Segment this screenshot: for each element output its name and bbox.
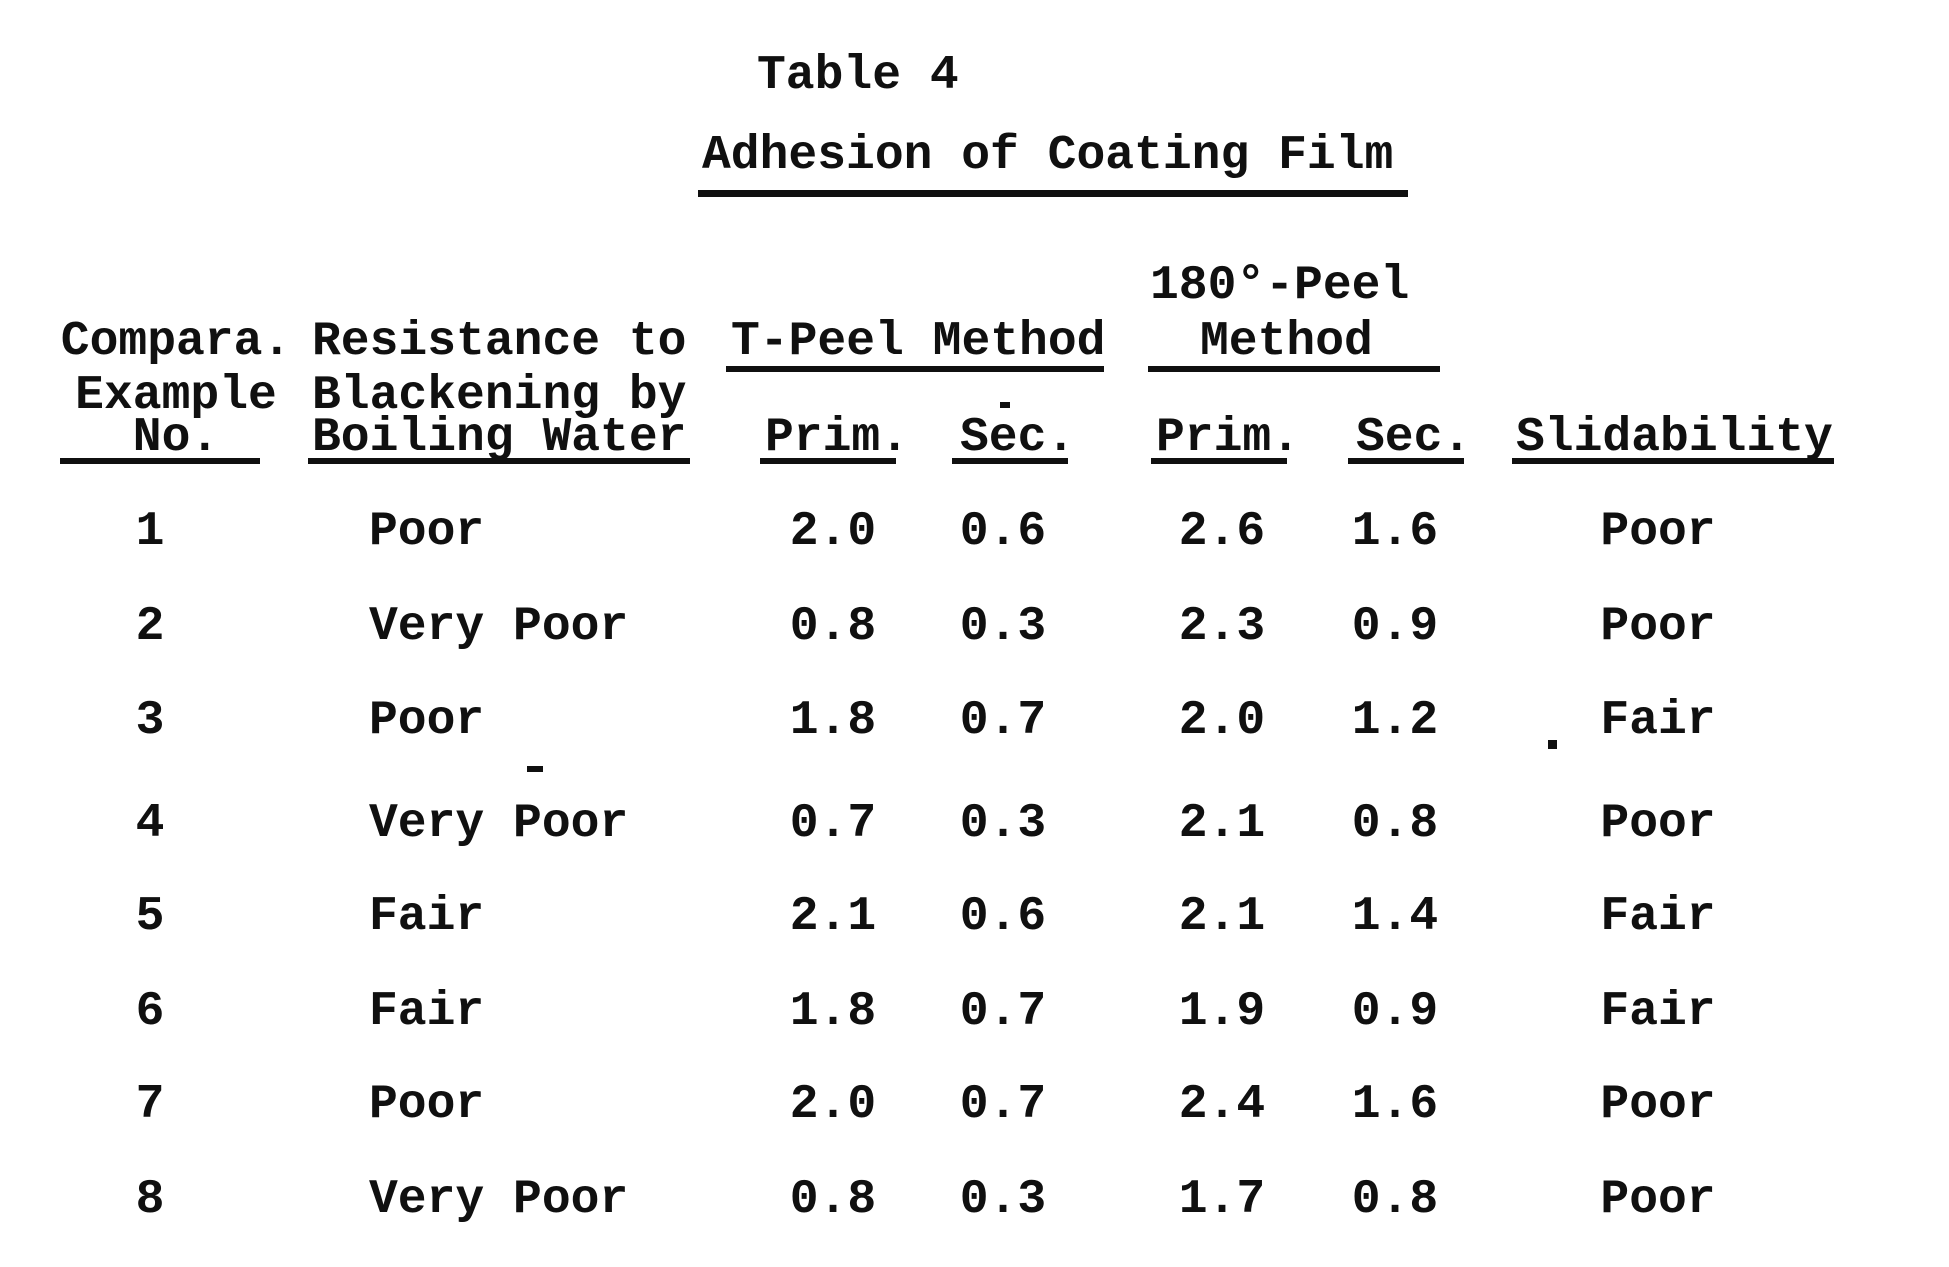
cell-180peel-sec: 0.9	[1351, 600, 1439, 654]
header-slidability: Slidability	[1516, 411, 1833, 465]
cell-180peel-prim: 2.4	[1178, 1078, 1266, 1132]
cell-resistance: Very Poor	[369, 1173, 629, 1227]
cell-180peel-sec: 1.6	[1351, 1078, 1439, 1132]
cell-tpeel-sec: 0.3	[959, 600, 1047, 654]
cell-tpeel-sec: 0.3	[959, 1173, 1047, 1227]
header-180peel-sec: Sec.	[1356, 411, 1472, 465]
scan-speck-row3-dot	[1548, 740, 1557, 749]
cell-resistance: Poor	[369, 505, 485, 559]
header-example-line3: No.	[132, 411, 220, 465]
cell-resistance: Very Poor	[369, 797, 629, 851]
header-180peel-sec-underline	[1348, 458, 1464, 464]
table-row: 3 Poor 1.8 0.7 2.0 1.2 Fair	[0, 697, 1949, 757]
header-resistance-line3: Boiling Water	[312, 411, 687, 465]
cell-slidability: Fair	[1600, 985, 1716, 1039]
header-tpeel-prim: Prim.	[765, 411, 910, 465]
cell-tpeel-prim: 1.8	[789, 694, 877, 748]
cell-180peel-prim: 2.0	[1178, 694, 1266, 748]
cell-tpeel-sec: 0.3	[959, 797, 1047, 851]
subtitle-underline	[698, 190, 1408, 197]
cell-180peel-sec: 1.4	[1351, 890, 1439, 944]
cell-tpeel-sec: 0.7	[959, 985, 1047, 1039]
header-180peel-line1: 180°-Peel	[1150, 259, 1410, 313]
header-tpeel-prim-underline	[760, 458, 896, 464]
cell-tpeel-prim: 2.0	[789, 1078, 877, 1132]
table-row: 4 Very Poor 0.7 0.3 2.1 0.8 Poor	[0, 800, 1949, 860]
cell-180peel-prim: 1.9	[1178, 985, 1266, 1039]
cell-tpeel-sec: 0.6	[959, 505, 1047, 559]
cell-180peel-prim: 2.6	[1178, 505, 1266, 559]
header-example-line2: Example	[75, 369, 277, 423]
cell-180peel-prim: 1.7	[1178, 1173, 1266, 1227]
header-180peel-underline	[1148, 366, 1440, 372]
cell-tpeel-prim: 2.1	[789, 890, 877, 944]
cell-tpeel-sec: 0.7	[959, 694, 1047, 748]
cell-180peel-sec: 0.9	[1351, 985, 1439, 1039]
cell-tpeel-sec: 0.7	[959, 1078, 1047, 1132]
header-resistance-line1: Resistance to	[312, 315, 687, 369]
header-180peel-prim: Prim.	[1156, 411, 1301, 465]
cell-180peel-prim: 2.1	[1178, 890, 1266, 944]
table-row: 5 Fair 2.1 0.6 2.1 1.4 Fair	[0, 893, 1949, 953]
cell-slidability: Fair	[1600, 694, 1716, 748]
cell-slidability: Fair	[1600, 890, 1716, 944]
cell-tpeel-prim: 1.8	[789, 985, 877, 1039]
header-tpeel-group: T-Peel Method	[731, 315, 1106, 369]
table-row: 1 Poor 2.0 0.6 2.6 1.6 Poor	[0, 508, 1949, 568]
cell-resistance: Poor	[369, 694, 485, 748]
cell-slidability: Poor	[1600, 1173, 1716, 1227]
cell-example-no: 7	[135, 1078, 165, 1132]
cell-tpeel-sec: 0.6	[959, 890, 1047, 944]
header-slidability-underline	[1512, 458, 1834, 464]
cell-180peel-prim: 2.3	[1178, 600, 1266, 654]
table-row: 8 Very Poor 0.8 0.3 1.7 0.8 Poor	[0, 1176, 1949, 1236]
cell-resistance: Very Poor	[369, 600, 629, 654]
cell-180peel-sec: 1.2	[1351, 694, 1439, 748]
cell-example-no: 6	[135, 985, 165, 1039]
cell-tpeel-prim: 2.0	[789, 505, 877, 559]
cell-example-no: 2	[135, 600, 165, 654]
header-180peel-line2: Method	[1200, 315, 1373, 369]
header-180peel-prim-underline	[1151, 458, 1287, 464]
scan-speck-above-sec	[1000, 402, 1010, 408]
page-subtitle: Adhesion of Coating Film	[702, 129, 1394, 183]
table-row: 2 Very Poor 0.8 0.3 2.3 0.9 Poor	[0, 603, 1949, 663]
cell-tpeel-prim: 0.7	[789, 797, 877, 851]
table-row: 6 Fair 1.8 0.7 1.9 0.9 Fair	[0, 988, 1949, 1048]
header-example-underline	[60, 458, 260, 464]
header-tpeel-sec: Sec.	[960, 411, 1076, 465]
cell-180peel-sec: 0.8	[1351, 797, 1439, 851]
page-title: Table 4	[757, 49, 959, 103]
cell-tpeel-prim: 0.8	[789, 600, 877, 654]
cell-example-no: 3	[135, 694, 165, 748]
cell-180peel-prim: 2.1	[1178, 797, 1266, 851]
cell-example-no: 8	[135, 1173, 165, 1227]
table-row: 7 Poor 2.0 0.7 2.4 1.6 Poor	[0, 1081, 1949, 1141]
cell-tpeel-prim: 0.8	[789, 1173, 877, 1227]
cell-example-no: 4	[135, 797, 165, 851]
cell-slidability: Poor	[1600, 600, 1716, 654]
cell-resistance: Fair	[369, 890, 485, 944]
scan-speck-above-row4	[527, 766, 543, 772]
cell-slidability: Poor	[1600, 505, 1716, 559]
cell-example-no: 5	[135, 890, 165, 944]
header-resistance-underline	[308, 458, 690, 464]
header-tpeel-sec-underline	[952, 458, 1068, 464]
cell-example-no: 1	[135, 505, 165, 559]
cell-slidability: Poor	[1600, 1078, 1716, 1132]
cell-slidability: Poor	[1600, 797, 1716, 851]
cell-180peel-sec: 0.8	[1351, 1173, 1439, 1227]
header-resistance-line2: Blackening by	[312, 369, 687, 423]
cell-resistance: Fair	[369, 985, 485, 1039]
header-tpeel-underline	[726, 366, 1104, 372]
header-example-line1: Compara.	[60, 315, 292, 369]
cell-resistance: Poor	[369, 1078, 485, 1132]
cell-180peel-sec: 1.6	[1351, 505, 1439, 559]
